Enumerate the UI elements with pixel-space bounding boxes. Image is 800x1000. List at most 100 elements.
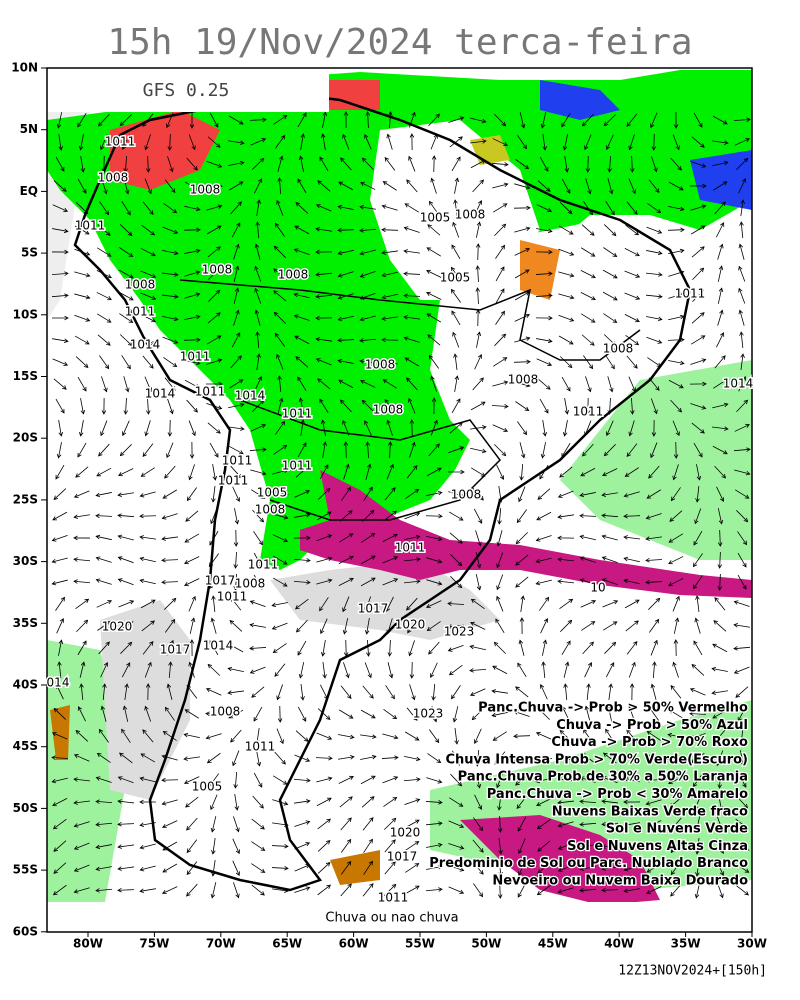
wind-arrow-head bbox=[631, 661, 636, 667]
wind-arrow-head bbox=[382, 181, 388, 186]
wind-arrow bbox=[120, 444, 132, 456]
wind-arrow-head bbox=[58, 146, 63, 151]
lat-label: 10S bbox=[13, 307, 38, 321]
wind-arrow-head bbox=[515, 781, 520, 786]
wind-arrow bbox=[496, 772, 504, 788]
wind-arrow bbox=[364, 134, 372, 150]
isobar-label: 1008 bbox=[202, 263, 233, 277]
wind-arrow-head bbox=[381, 337, 386, 343]
wind-arrow bbox=[451, 289, 461, 303]
wind-arrow bbox=[449, 664, 463, 676]
wind-arrow bbox=[228, 181, 244, 191]
wind-arrow-head bbox=[459, 116, 465, 121]
wind-arrow bbox=[404, 798, 420, 806]
wind-arrow bbox=[603, 752, 617, 764]
wind-arrow bbox=[558, 754, 574, 762]
wind-arrow bbox=[558, 293, 574, 299]
wind-arrow bbox=[212, 596, 216, 612]
wind-arrow-head bbox=[384, 156, 389, 162]
wind-arrow bbox=[404, 227, 420, 233]
wind-arrow-head bbox=[51, 580, 57, 586]
wind-arrow bbox=[297, 112, 307, 128]
wind-arrow-head bbox=[693, 540, 698, 546]
wind-arrow bbox=[497, 530, 503, 546]
wind-arrow bbox=[341, 487, 351, 501]
wind-arrow bbox=[602, 600, 618, 608]
wind-arrow-head bbox=[327, 776, 333, 782]
wind-arrow-head bbox=[584, 145, 589, 151]
wind-arrow bbox=[319, 398, 329, 414]
wind-arrow-head bbox=[161, 557, 166, 563]
wind-arrow-head bbox=[438, 821, 443, 826]
wind-arrow bbox=[564, 398, 568, 414]
wind-arrow-head bbox=[633, 364, 638, 369]
wind-arrow bbox=[294, 293, 310, 299]
wind-arrow-head bbox=[277, 718, 283, 723]
wind-arrow-head bbox=[450, 266, 456, 272]
wind-arrow bbox=[162, 336, 178, 344]
wind-arrow-head bbox=[656, 208, 662, 214]
wind-arrow bbox=[737, 706, 747, 722]
wind-arrow-head bbox=[258, 540, 263, 546]
wind-arrow-head bbox=[82, 386, 87, 392]
wind-arrow bbox=[561, 640, 571, 656]
wind-arrow bbox=[228, 667, 244, 673]
wind-arrow-head bbox=[525, 226, 531, 231]
wind-arrow-head bbox=[63, 228, 69, 234]
wind-arrow-head bbox=[254, 265, 259, 271]
wind-arrow-head bbox=[259, 803, 264, 809]
wind-arrow-head bbox=[537, 847, 542, 852]
wind-arrow-head bbox=[535, 778, 541, 784]
wind-arrow-head bbox=[743, 803, 748, 809]
wind-arrow-head bbox=[249, 669, 255, 674]
wind-arrow-head bbox=[477, 541, 482, 547]
wind-arrow bbox=[514, 248, 530, 256]
wind-arrow bbox=[714, 729, 726, 743]
wind-arrow-head bbox=[173, 339, 179, 344]
wind-arrow bbox=[79, 662, 85, 678]
wind-arrow-head bbox=[679, 384, 684, 389]
isobar-label: 1017 bbox=[387, 850, 418, 864]
wind-arrow bbox=[212, 486, 216, 502]
wind-arrow bbox=[387, 134, 393, 150]
wind-arrow bbox=[559, 730, 573, 742]
wind-arrow-head bbox=[125, 189, 130, 195]
wind-arrow bbox=[97, 621, 111, 631]
isobar-label: 1017 bbox=[160, 643, 191, 657]
wind-arrow bbox=[382, 205, 398, 211]
wind-arrow bbox=[99, 355, 109, 369]
wind-arrow-head bbox=[587, 662, 593, 667]
wind-arrow-head bbox=[381, 358, 387, 363]
wind-arrow-head bbox=[411, 441, 416, 447]
wind-arrow bbox=[624, 292, 640, 300]
wind-arrow bbox=[186, 685, 198, 699]
wind-arrow-head bbox=[437, 536, 443, 542]
wind-arrow-head bbox=[694, 805, 699, 811]
wind-arrow-head bbox=[542, 639, 548, 645]
wind-arrow bbox=[162, 272, 178, 276]
wind-arrow bbox=[651, 156, 657, 172]
wind-arrow bbox=[96, 579, 112, 585]
wind-arrow bbox=[118, 556, 134, 564]
wind-arrow bbox=[430, 420, 438, 436]
wind-arrow bbox=[232, 838, 240, 854]
wind-arrow-head bbox=[63, 361, 69, 366]
wind-arrow-head bbox=[227, 666, 233, 672]
wind-arrow-head bbox=[73, 867, 79, 872]
isobar-label: 1011 bbox=[222, 454, 253, 468]
wind-arrow-head bbox=[260, 825, 265, 830]
wind-arrow-head bbox=[501, 451, 507, 457]
wind-arrow-head bbox=[117, 866, 122, 871]
wind-arrow-head bbox=[249, 622, 255, 628]
wind-arrow-head bbox=[64, 249, 69, 255]
wind-arrow bbox=[580, 292, 596, 300]
wind-arrow bbox=[272, 602, 288, 606]
wind-arrow bbox=[693, 773, 703, 787]
wind-arrow-head bbox=[394, 755, 399, 760]
wind-arrow bbox=[53, 818, 67, 830]
wind-arrow bbox=[738, 376, 746, 392]
wind-arrow bbox=[430, 134, 438, 150]
wind-arrow-head bbox=[106, 252, 112, 257]
wind-arrow-head bbox=[623, 867, 629, 872]
